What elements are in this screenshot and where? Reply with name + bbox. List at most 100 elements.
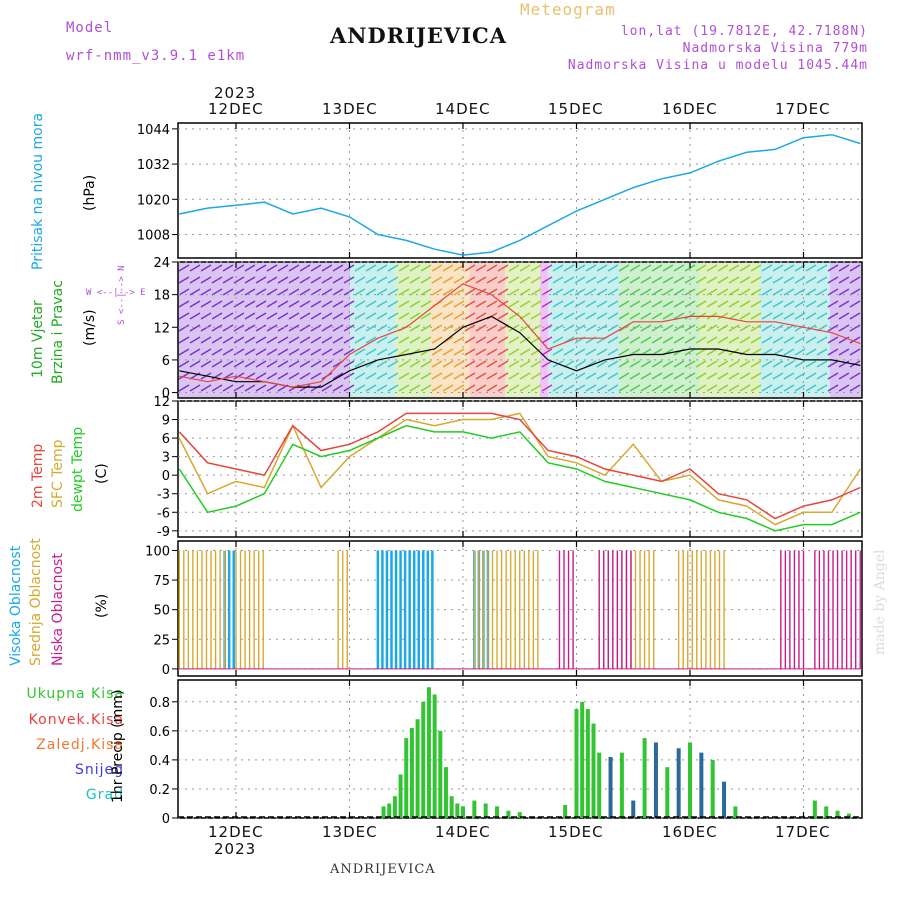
wind-barb: [563, 276, 575, 284]
wind-barb: [508, 300, 520, 308]
precip-bar: [483, 803, 488, 818]
wind-barb: [332, 336, 344, 344]
wind-barb: [431, 360, 443, 368]
wind-barb: [255, 300, 267, 308]
wind-barb: [321, 384, 333, 392]
wind-barb: [464, 276, 476, 284]
precip-ytick-label-3: 0.6: [149, 725, 170, 740]
wind-barb: [453, 336, 465, 344]
wind-barb: [475, 276, 487, 284]
wind-barb: [508, 372, 520, 380]
temp-ytick-label-7: 12: [153, 395, 170, 410]
wind-barb: [409, 324, 421, 332]
wind-barb: [244, 324, 256, 332]
wind-barb: [486, 372, 498, 380]
wind-barb: [486, 264, 498, 272]
precip-bar: [495, 806, 500, 818]
legend-total: Ukupna Kisa: [26, 686, 124, 702]
wind-barb: [739, 336, 751, 344]
day-bottom-1: 13DEC: [322, 823, 378, 841]
wind-barb: [200, 336, 212, 344]
wind-barb: [222, 348, 234, 356]
wind-barb: [178, 312, 190, 320]
wind-barb: [365, 360, 377, 368]
wind-barb: [255, 348, 267, 356]
wind-barb: [563, 312, 575, 320]
wind-barb: [783, 276, 795, 284]
precip-bar: [381, 806, 386, 818]
wind-barb: [662, 300, 674, 308]
wind-ytick-label-4: 24: [153, 256, 170, 271]
wind-barb: [728, 336, 740, 344]
wind-barb: [310, 312, 322, 320]
wind-barb: [783, 372, 795, 380]
wind-barb: [827, 300, 839, 308]
wind-barb: [849, 312, 861, 320]
wind-barb: [365, 324, 377, 332]
wind-barb: [530, 276, 542, 284]
day-bottom-5: 17DEC: [775, 823, 831, 841]
wind-barb: [365, 372, 377, 380]
wind-barb: [706, 324, 718, 332]
wind-barb: [211, 276, 223, 284]
wind-barb: [695, 300, 707, 308]
wind-barb: [255, 336, 267, 344]
wind-barb: [596, 372, 608, 380]
wind-barb: [783, 324, 795, 332]
legend-convective: Konvek.Kisa: [28, 712, 124, 728]
wind-barb: [354, 360, 366, 368]
wind-barb: [376, 348, 388, 356]
wind-barb: [629, 384, 641, 392]
wind-barb: [640, 324, 652, 332]
wind-barb: [464, 324, 476, 332]
wind-barb: [321, 336, 333, 344]
wind-barb: [189, 360, 201, 368]
wind-barb: [475, 360, 487, 368]
wind-barb: [387, 264, 399, 272]
cloud-ytick-label-0: 0: [162, 663, 170, 678]
wind-barb: [640, 360, 652, 368]
wind-barb: [761, 372, 773, 380]
wind-barb: [772, 300, 784, 308]
wind-barb: [651, 276, 663, 284]
wind-barb: [563, 384, 575, 392]
precip-bar: [387, 803, 392, 818]
wind-barb: [541, 360, 553, 368]
wind-barb: [629, 264, 641, 272]
wind-barb: [519, 288, 531, 296]
wind-barb: [695, 336, 707, 344]
wind-barb: [244, 336, 256, 344]
wind-barb: [706, 372, 718, 380]
wind-barb: [662, 312, 674, 320]
wind-barb: [750, 288, 762, 296]
wind-barb: [607, 312, 619, 320]
precip-bar: [653, 742, 658, 818]
wind-barb: [618, 264, 630, 272]
wind-barb: [541, 348, 553, 356]
wind-barb: [387, 336, 399, 344]
precip-bar: [506, 810, 511, 818]
wind-barb: [486, 276, 498, 284]
pressure-ytick-label-0: 1008: [137, 229, 170, 244]
pressure-ytick-label-1: 1020: [137, 193, 170, 208]
precip-bar: [631, 800, 636, 818]
wind-barb: [266, 264, 278, 272]
wind-barb: [827, 336, 839, 344]
wind-barb: [849, 336, 861, 344]
wind-barb: [321, 276, 333, 284]
precip-bar: [733, 806, 738, 818]
wind-barb: [640, 312, 652, 320]
wind-barb: [618, 336, 630, 344]
wind-barb: [277, 324, 289, 332]
wind-barb: [299, 300, 311, 308]
wind-barb: [508, 360, 520, 368]
wind-barb: [255, 312, 267, 320]
wind-barb: [552, 372, 564, 380]
temp-ytick-label-3: 0: [162, 469, 170, 484]
precip-bar: [619, 752, 624, 818]
wind-barb: [695, 348, 707, 356]
wind-barb: [827, 384, 839, 392]
dewpt-line: [178, 424, 861, 532]
wind-barb: [431, 372, 443, 380]
